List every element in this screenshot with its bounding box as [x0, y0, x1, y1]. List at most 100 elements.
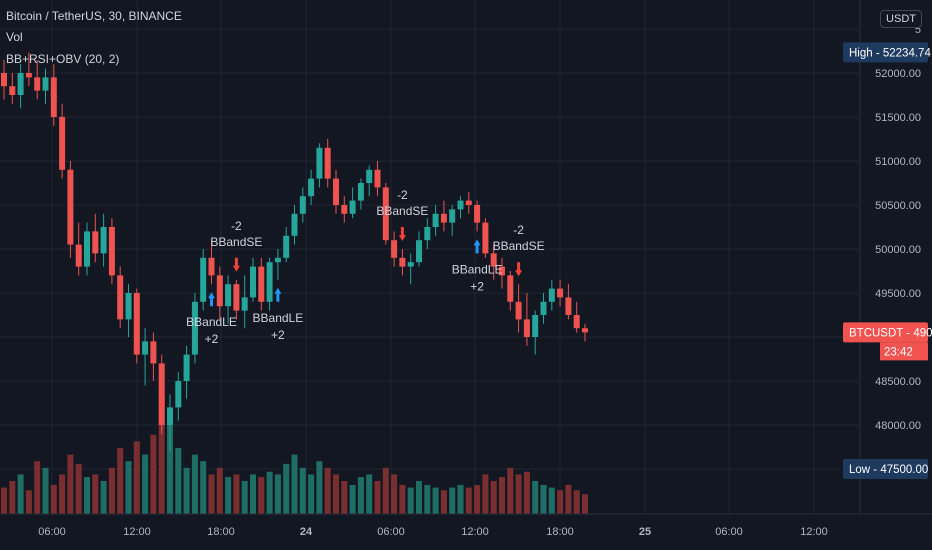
candle[interactable] — [457, 196, 464, 219]
candle[interactable] — [100, 213, 107, 267]
candle[interactable] — [158, 354, 165, 434]
candle[interactable] — [50, 64, 57, 126]
candle[interactable] — [25, 52, 32, 87]
candle[interactable] — [341, 196, 348, 223]
candle[interactable] — [490, 244, 497, 280]
candle[interactable] — [407, 253, 414, 285]
candle-body — [515, 301, 522, 320]
candle[interactable] — [573, 301, 580, 333]
candle[interactable] — [9, 73, 16, 104]
time-axis[interactable]: 06:00 12:00 18:00 24 06:00 12:00 18:00 25 06:00 1… — [38, 526, 828, 538]
candle-body — [125, 293, 132, 320]
long-signal: BBandLE +2 — [452, 239, 502, 293]
candle[interactable] — [374, 161, 381, 197]
candle[interactable] — [216, 266, 223, 320]
candle[interactable] — [366, 165, 373, 197]
candle[interactable] — [308, 169, 315, 205]
candle[interactable] — [482, 218, 489, 258]
candle[interactable] — [440, 200, 447, 232]
candle[interactable] — [92, 213, 99, 263]
candle[interactable] — [391, 231, 398, 267]
candle[interactable] — [1, 59, 7, 100]
short-signal: -2 BBandSE — [210, 219, 262, 272]
symbol-title[interactable]: Bitcoin / TetherUS, 30, BINANCE — [6, 9, 182, 23]
candle[interactable] — [424, 218, 431, 249]
candle[interactable] — [150, 332, 157, 381]
candle[interactable] — [274, 249, 281, 280]
candle[interactable] — [324, 139, 331, 188]
candle[interactable] — [349, 187, 356, 219]
volume-bar — [573, 490, 580, 514]
candle[interactable] — [266, 257, 273, 311]
candle[interactable] — [399, 249, 406, 276]
candle[interactable] — [75, 222, 82, 276]
candle[interactable] — [133, 288, 140, 364]
volume-bar — [515, 474, 522, 514]
volume-bar — [308, 474, 315, 514]
candle-body — [291, 213, 298, 236]
candle[interactable] — [200, 249, 207, 311]
candle[interactable] — [416, 231, 422, 267]
candle[interactable] — [258, 257, 265, 311]
candle[interactable] — [299, 187, 306, 223]
volume-bar — [357, 477, 364, 514]
candle[interactable] — [142, 328, 149, 386]
candle[interactable] — [42, 68, 49, 104]
candle[interactable] — [125, 284, 132, 337]
price-axis[interactable]: 47500.0048000.0048500.0049000.0049500.00… — [875, 24, 921, 476]
currency-button[interactable]: USDT — [880, 10, 922, 28]
candle[interactable] — [84, 222, 90, 276]
candle[interactable] — [167, 394, 173, 452]
volume-indicator-label[interactable]: Vol — [6, 30, 23, 44]
candle[interactable] — [316, 143, 323, 188]
candle[interactable] — [557, 279, 564, 307]
candle[interactable] — [108, 218, 115, 285]
strategy-indicator-label[interactable]: BB+RSI+OBV (20, 2) — [6, 52, 120, 66]
volume-bar — [250, 474, 256, 514]
candle-body — [366, 169, 373, 183]
candle[interactable] — [357, 178, 364, 210]
candle[interactable] — [565, 284, 572, 320]
candle[interactable] — [117, 266, 124, 329]
candle[interactable] — [507, 271, 514, 311]
candle[interactable] — [241, 275, 248, 329]
candle[interactable] — [532, 310, 539, 355]
candle[interactable] — [465, 191, 472, 214]
candle-body — [266, 262, 273, 302]
candle[interactable] — [175, 372, 182, 421]
candle[interactable] — [225, 275, 232, 324]
high-price-tag: High - 52234.74 — [843, 42, 931, 63]
candle[interactable] — [250, 257, 256, 302]
candle[interactable] — [540, 293, 547, 324]
candle[interactable] — [515, 284, 522, 333]
candle[interactable] — [548, 279, 555, 311]
candle[interactable] — [67, 161, 74, 258]
candle-body — [582, 328, 588, 333]
candle[interactable] — [191, 293, 198, 364]
candle[interactable] — [523, 293, 530, 346]
candle[interactable] — [474, 200, 481, 232]
candle[interactable] — [233, 279, 240, 320]
candle[interactable] — [499, 257, 505, 289]
candle-body — [1, 73, 7, 87]
volume-bar — [150, 434, 157, 514]
candle[interactable] — [17, 64, 24, 109]
candle[interactable] — [432, 205, 439, 236]
strategy-signals: -2BBandSEBBandLE+2BBandLE+2-2BBandSEBBan… — [186, 188, 544, 346]
candle[interactable] — [283, 227, 290, 263]
candle[interactable] — [183, 345, 190, 399]
candle[interactable] — [333, 169, 339, 214]
candle[interactable] — [34, 59, 41, 100]
candle-body — [316, 147, 323, 179]
candle[interactable] — [382, 183, 389, 245]
volume-bar — [474, 484, 481, 514]
candle[interactable] — [582, 323, 588, 342]
candle[interactable] — [291, 205, 298, 245]
candle[interactable] — [59, 103, 66, 179]
candle[interactable] — [449, 205, 456, 236]
volume-bar — [9, 481, 16, 514]
candle[interactable] — [208, 240, 215, 285]
candles[interactable] — [1, 52, 588, 452]
